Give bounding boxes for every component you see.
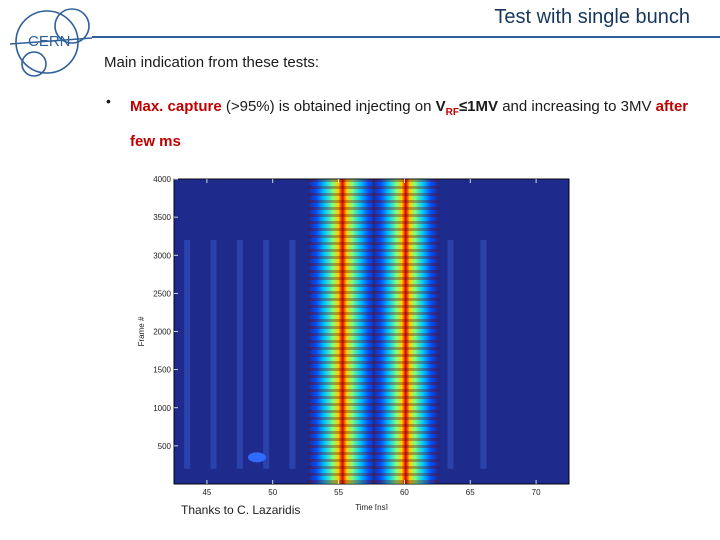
y-tick-label-500: 500 — [158, 442, 172, 451]
bullet-marker: • — [106, 93, 111, 109]
x-tick-label-60: 60 — [400, 488, 409, 497]
satellite-band-5 — [447, 240, 454, 469]
satellite-band-3 — [263, 240, 270, 469]
after-few-ms-text: after few ms — [130, 98, 689, 150]
injection-blob — [247, 452, 266, 463]
bunch-band-modulation-2 — [372, 179, 439, 484]
x-axis-label: Time [ns] — [355, 503, 388, 510]
intro-text: Main indication from these tests: — [104, 54, 320, 71]
y-tick-label-1500: 1500 — [153, 366, 171, 375]
slide-title: Test with single bunch — [494, 6, 690, 28]
x-tick-label-70: 70 — [532, 488, 541, 497]
y-axis-label: Frame # — [137, 316, 146, 346]
title-divider — [92, 36, 720, 38]
cern-logo: CERN — [10, 8, 92, 77]
x-tick-label-50: 50 — [268, 488, 277, 497]
y-tick-label-2000: 2000 — [153, 328, 171, 337]
satellite-band-1 — [210, 240, 217, 469]
x-tick-label-65: 65 — [466, 488, 475, 497]
increase-text: and increasing to 3MV — [498, 98, 656, 115]
vrf-symbol: V — [435, 98, 446, 115]
x-tick-label-55: 55 — [334, 488, 343, 497]
x-tick-label-45: 45 — [202, 488, 211, 497]
cern-logo-text: CERN — [28, 33, 71, 50]
y-tick-label-4000: 4000 — [153, 175, 171, 184]
y-tick-label-3000: 3000 — [153, 251, 171, 260]
credit-text: Thanks to C. Lazaridis — [181, 503, 301, 517]
vrf-subscript: RF — [445, 107, 459, 118]
y-tick-label-2500: 2500 — [153, 289, 171, 298]
bullet-text: Max. capture (>95%) is obtained injectin… — [130, 92, 690, 156]
frame-time-heatmap: 45 50 55 60 65 70 500 1000 1500 2000 2500 3000 3500 4… — [137, 175, 570, 510]
satellite-band-4 — [289, 240, 296, 469]
max-capture-text: Max. capture — [130, 98, 222, 115]
vrf-limit: ≤1MV — [458, 98, 499, 115]
bunch-band-modulation-1 — [308, 179, 377, 484]
capture-detail: (>95%) is obtained injecting on — [221, 98, 436, 115]
y-tick-label-3500: 3500 — [153, 213, 171, 222]
y-tick-label-1000: 1000 — [153, 404, 171, 413]
satellite-band-0 — [184, 240, 191, 469]
satellite-band-2 — [236, 240, 243, 469]
satellite-band-6 — [480, 240, 487, 469]
